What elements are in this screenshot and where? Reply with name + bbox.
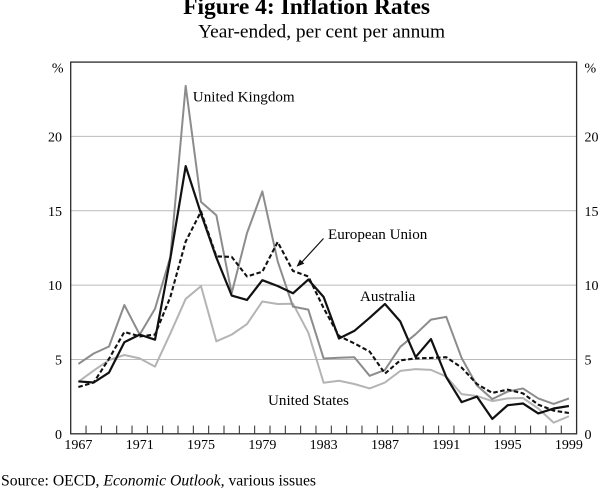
svg-text:1971: 1971 [126,438,154,453]
svg-text:1999: 1999 [555,438,583,453]
svg-text:Year-ended, per cent per annum: Year-ended, per cent per annum [198,22,445,43]
svg-text:%: % [585,62,597,77]
svg-text:20: 20 [48,130,62,145]
svg-text:Source: OECD, Economic Outlook: Source: OECD, Economic Outlook, various … [1,473,316,490]
svg-text:0: 0 [585,428,592,443]
svg-text:United Kingdom: United Kingdom [193,90,295,106]
svg-text:15: 15 [48,205,62,220]
svg-text:20: 20 [585,130,599,145]
svg-text:5: 5 [585,353,592,368]
svg-text:15: 15 [585,205,599,220]
svg-text:1991: 1991 [432,438,460,453]
svg-text:1967: 1967 [64,438,92,453]
svg-text:Australia: Australia [360,289,416,305]
svg-text:United States: United States [268,393,349,409]
svg-text:1979: 1979 [248,438,276,453]
svg-text:1987: 1987 [371,438,399,453]
svg-text:10: 10 [48,279,62,294]
svg-text:5: 5 [55,353,62,368]
svg-text:1975: 1975 [187,438,215,453]
svg-text:10: 10 [585,279,599,294]
svg-text:%: % [52,62,64,77]
svg-text:1995: 1995 [494,438,522,453]
svg-text:Figure 4: Inflation Rates: Figure 4: Inflation Rates [183,0,430,20]
svg-text:European Union: European Union [328,227,428,243]
svg-text:0: 0 [55,428,62,443]
svg-text:1983: 1983 [310,438,338,453]
